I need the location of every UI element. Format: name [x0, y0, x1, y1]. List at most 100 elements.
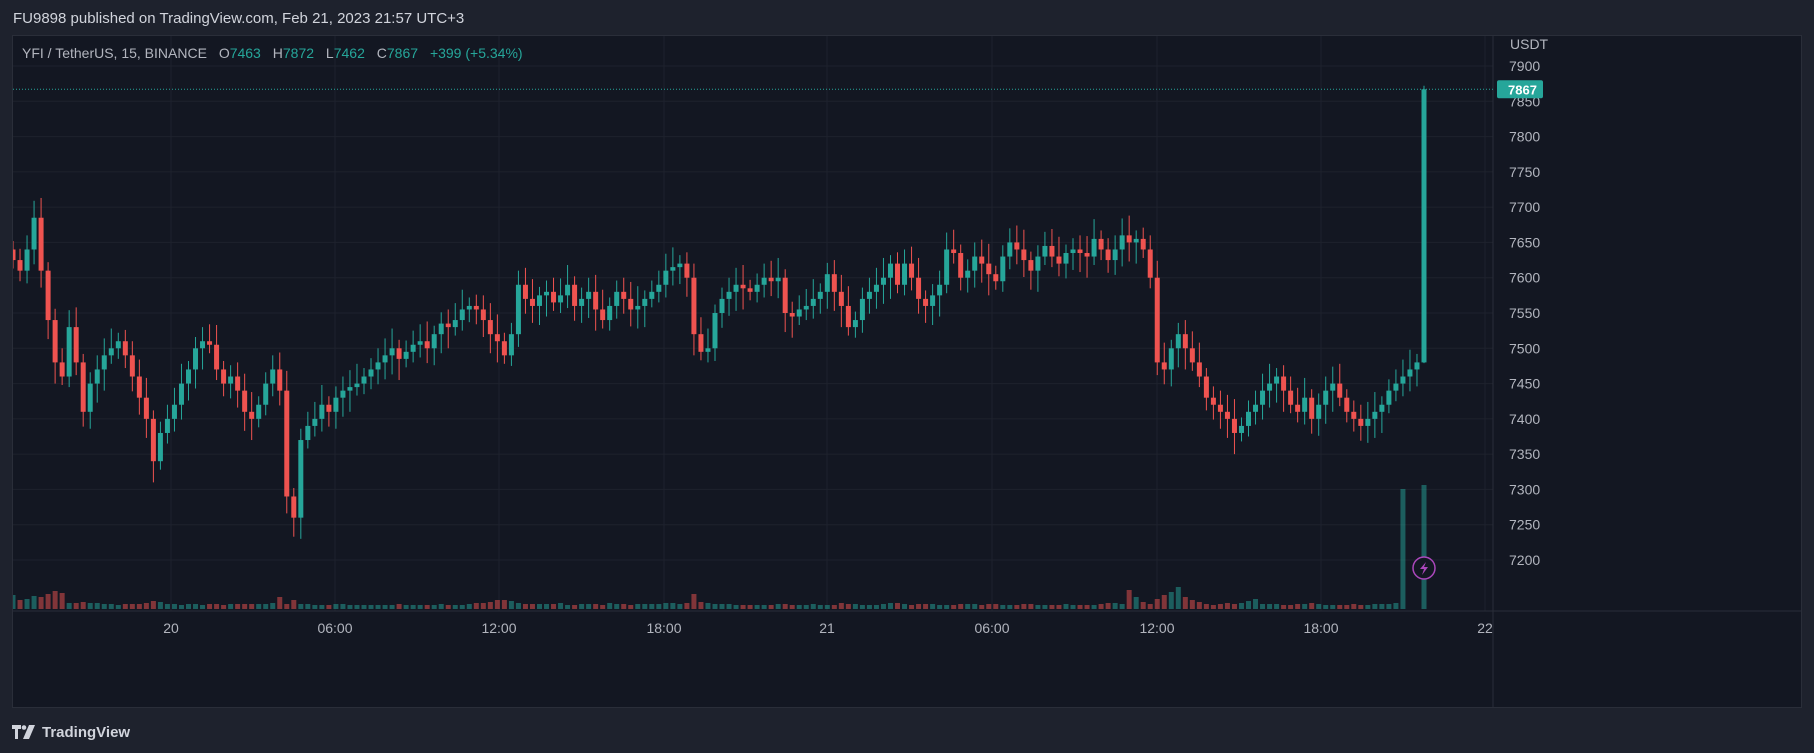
volume-bar — [705, 603, 711, 609]
volume-bar — [143, 603, 149, 609]
volume-bar — [59, 593, 65, 609]
candle-body — [754, 284, 760, 292]
volume-bar — [1337, 605, 1343, 609]
candle-body — [649, 291, 655, 299]
volume-bar — [691, 594, 697, 609]
candle-body — [1379, 404, 1385, 412]
volume-bar — [94, 603, 100, 609]
candle-body — [1021, 249, 1027, 261]
volume-bar — [263, 604, 269, 609]
candle-body — [1231, 418, 1237, 433]
volume-bar — [403, 605, 409, 609]
candle-body — [73, 327, 79, 363]
volume-bar — [1274, 604, 1280, 609]
volume-bar — [747, 605, 753, 609]
candle-body — [866, 291, 872, 299]
volume-bar — [235, 604, 241, 609]
volume-bar — [852, 604, 858, 609]
volume-bar — [24, 599, 30, 609]
candle-body — [1407, 369, 1413, 377]
candle-body — [417, 341, 423, 345]
candle-body — [873, 284, 879, 292]
volume-bar — [452, 605, 458, 609]
volume-bar — [1246, 601, 1252, 609]
volume-bar — [52, 591, 58, 609]
candle-body — [1330, 383, 1336, 391]
volume-bar — [270, 603, 276, 609]
candle-body — [859, 298, 865, 321]
volume-bar — [1379, 604, 1385, 609]
volume-bar — [733, 605, 739, 609]
volume-bar — [1358, 605, 1364, 609]
volume-bar — [1267, 604, 1273, 609]
candle-body — [87, 383, 93, 412]
candle-body — [31, 217, 37, 250]
candle-body — [712, 313, 718, 349]
candle-body — [466, 305, 472, 310]
volume-bar — [1119, 604, 1125, 609]
volume-bar — [1393, 603, 1399, 609]
last-price-tag-text: 7867 — [1508, 82, 1537, 97]
candle-body — [1253, 404, 1259, 412]
candle-body — [1182, 334, 1188, 349]
candlestick-chart[interactable]: 7900785078007750770076507600755075007450… — [13, 36, 1802, 708]
candle-body — [501, 341, 507, 356]
candle-body — [1098, 238, 1104, 250]
candle-body — [1351, 411, 1357, 419]
volume-bar — [1077, 605, 1083, 609]
candle-body — [38, 217, 44, 271]
volume-bar — [459, 605, 465, 609]
candle-body — [396, 348, 402, 359]
candle-body — [1049, 245, 1055, 257]
volume-bar — [684, 603, 690, 609]
candle-body — [628, 298, 634, 310]
x-tick-label: 12:00 — [481, 620, 516, 636]
candle-body — [775, 277, 781, 282]
volume-bar — [923, 604, 929, 609]
candle-body — [1112, 249, 1118, 261]
y-tick-label: 7250 — [1509, 517, 1540, 533]
candle-body — [586, 291, 592, 299]
candle-body — [880, 277, 886, 285]
volume-bar — [291, 600, 297, 609]
volume-bar — [1000, 605, 1006, 609]
volume-bar — [417, 605, 423, 609]
volume-bar — [937, 605, 943, 609]
volume-bar — [129, 604, 135, 609]
volume-bar — [607, 603, 613, 609]
candle-body — [445, 323, 451, 328]
volume-bar — [1196, 602, 1202, 609]
candle-body — [59, 362, 65, 377]
volume-bar — [1421, 485, 1427, 609]
chart-frame[interactable]: 7900 7850 7800 7750 7700 7650 7600 7550 7500 7450… — [12, 35, 1802, 708]
tradingview-logo-icon — [12, 725, 35, 739]
volume-bar — [958, 604, 964, 609]
candle-body — [831, 274, 837, 292]
candle-body — [838, 291, 844, 306]
volume-bar — [340, 604, 346, 609]
candle-body — [544, 291, 550, 296]
symbol-name[interactable]: YFI / TetherUS, 15, BINANCE — [22, 45, 207, 61]
candle-body — [782, 277, 788, 313]
footer-brand[interactable]: TradingView — [12, 722, 130, 742]
candle-body — [1337, 383, 1343, 398]
candle-body — [270, 369, 276, 384]
candle-body — [305, 425, 311, 441]
open-value: 7463 — [229, 45, 261, 61]
close-label: C — [376, 45, 387, 61]
candle-body — [1210, 397, 1216, 405]
candle-body — [1400, 376, 1406, 384]
volume-bar — [628, 605, 634, 609]
volume-bar — [312, 605, 318, 609]
candle-body — [1028, 260, 1034, 271]
volume-bar — [305, 604, 311, 609]
currency-label: USDT — [1510, 36, 1549, 52]
volume-bar — [1014, 605, 1020, 609]
volume-bar — [621, 604, 627, 609]
close-value: 7867 — [386, 45, 419, 61]
candle-body — [719, 298, 725, 313]
volume-bar — [171, 604, 177, 609]
volume-bar — [214, 604, 220, 609]
volume-bar — [1224, 603, 1230, 609]
candle-body — [66, 327, 72, 377]
